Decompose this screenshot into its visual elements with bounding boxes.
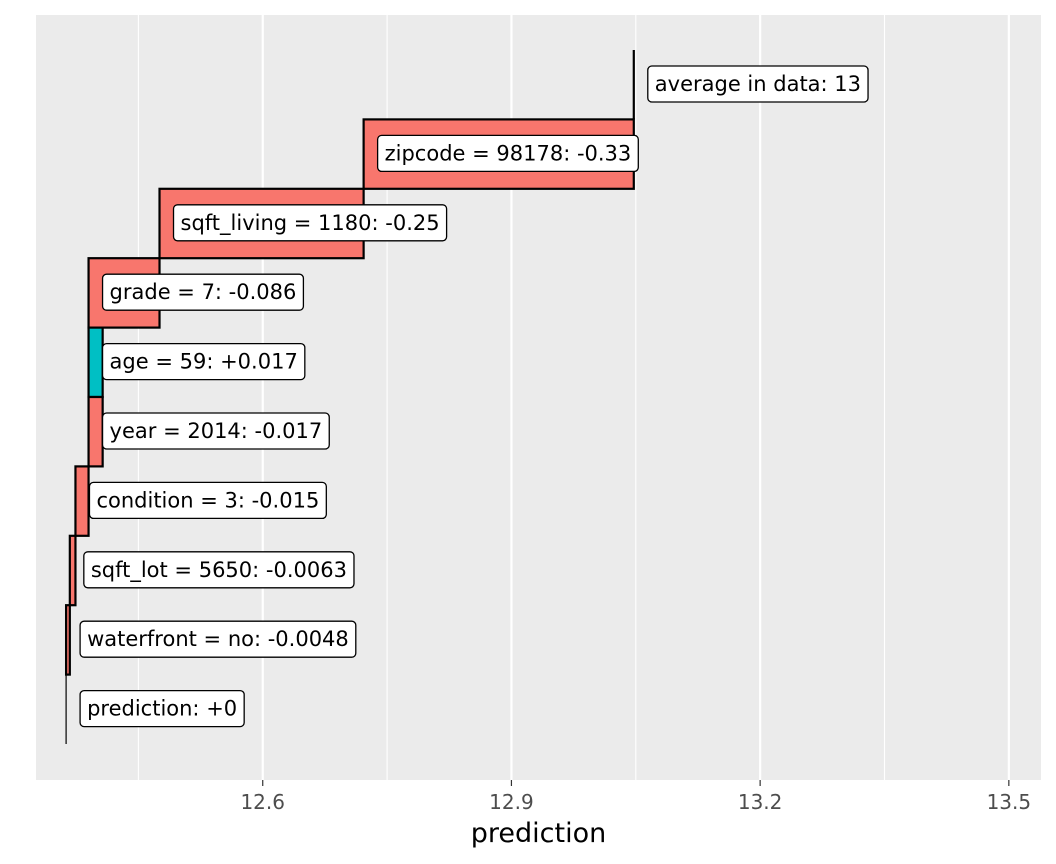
step-label: sqft_living = 1180: -0.25 — [181, 211, 440, 236]
x-tick-label: 12.9 — [489, 790, 534, 814]
bar-sqft_lot — [68, 534, 77, 607]
step-label: age = 59: +0.017 — [110, 350, 298, 374]
label-box — [79, 689, 245, 728]
label-box — [79, 620, 357, 658]
x-tick-label: 12.6 — [240, 790, 285, 814]
bar-age — [87, 326, 104, 399]
step-label: grade = 7: -0.086 — [110, 280, 297, 304]
x-tick-label: 13.2 — [738, 790, 783, 814]
label-box — [647, 65, 869, 103]
x-axis-title: prediction — [471, 818, 606, 849]
step-label: sqft_lot = 5650: -0.0063 — [91, 558, 347, 583]
label-box — [101, 273, 305, 311]
label-box — [88, 481, 327, 520]
label-box — [376, 134, 639, 173]
step-label: waterfront = no: -0.0048 — [87, 627, 349, 651]
average-label: average in data: 13 — [655, 72, 861, 96]
label-box — [101, 412, 330, 450]
bar-waterfront — [64, 604, 71, 676]
label-box — [83, 551, 355, 589]
prediction-label: prediction: +0 — [87, 697, 237, 721]
label-box — [101, 342, 306, 381]
x-tick-label: 13.5 — [987, 790, 1032, 814]
step-label: zipcode = 98178: -0.33 — [385, 141, 632, 165]
label-box — [172, 204, 448, 242]
bar-condition — [74, 465, 90, 537]
bar-year — [87, 395, 104, 468]
step-label: year = 2014: -0.017 — [110, 419, 323, 443]
step-label: condition = 3: -0.015 — [96, 488, 319, 512]
